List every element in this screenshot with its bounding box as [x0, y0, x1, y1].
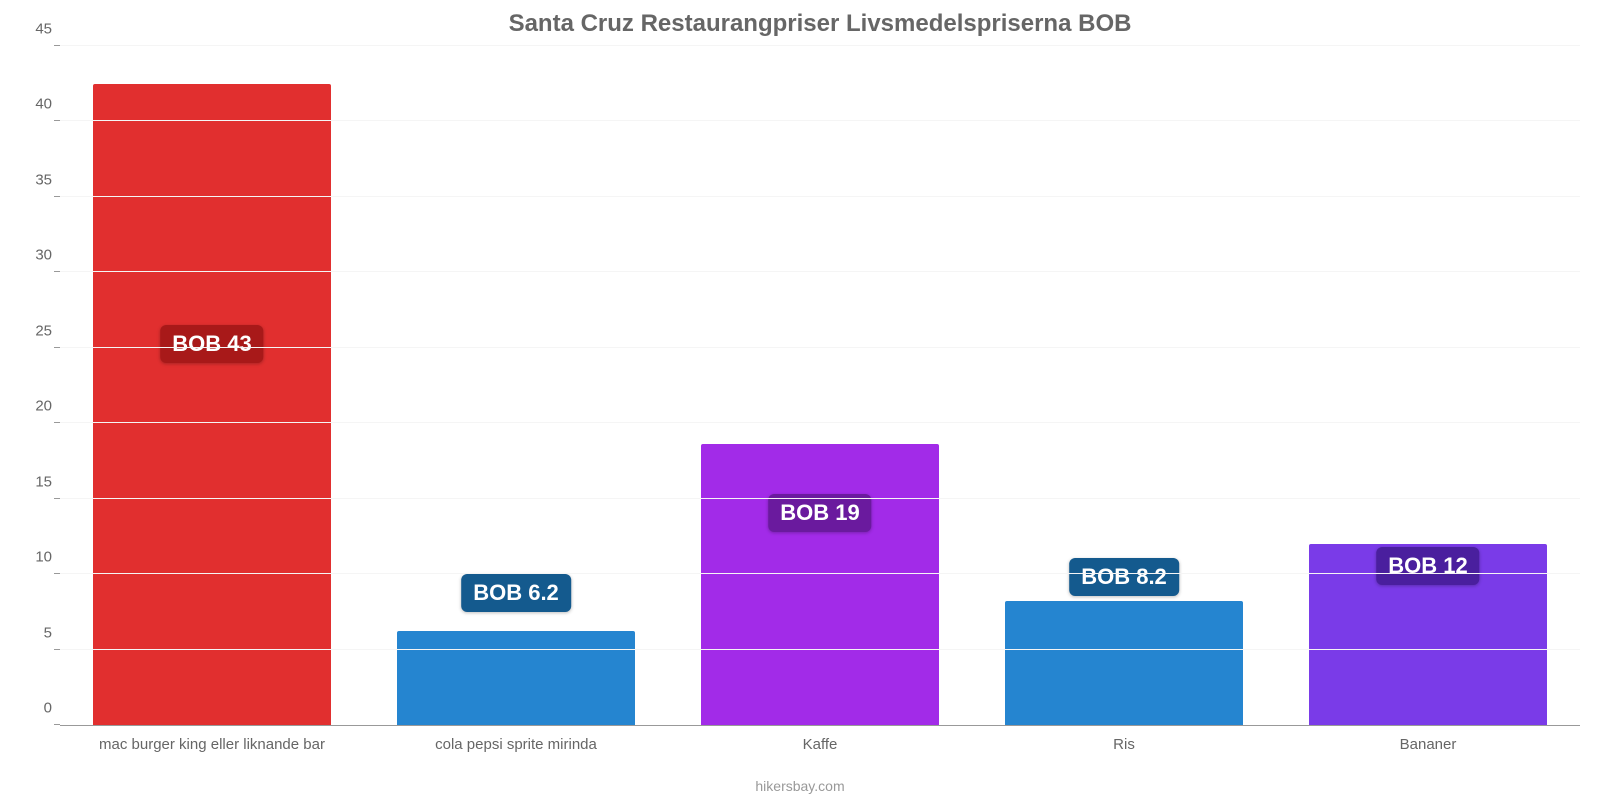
bar — [93, 84, 330, 725]
bar-slot: BOB 8.2 — [972, 46, 1276, 725]
bar-slot: BOB 43 — [60, 46, 364, 725]
y-tick-label: 15 — [20, 473, 52, 490]
plot-area: BOB 43BOB 6.2BOB 19BOB 8.2BOB 12 mac bur… — [60, 46, 1580, 726]
x-axis-label: Ris — [972, 736, 1276, 753]
y-tick-mark — [54, 196, 60, 197]
y-tick-mark — [54, 422, 60, 423]
bar-slot: BOB 12 — [1276, 46, 1580, 725]
bar-value-label: BOB 43 — [160, 325, 263, 363]
chart-title: Santa Cruz Restaurangpriser Livsmedelspr… — [60, 10, 1580, 38]
y-tick-label: 35 — [20, 171, 52, 188]
x-axis-label: cola pepsi sprite mirinda — [364, 736, 668, 753]
y-tick-label: 0 — [20, 700, 52, 717]
y-tick-mark — [54, 347, 60, 348]
y-tick-mark — [54, 649, 60, 650]
gridline — [60, 45, 1580, 46]
y-tick-mark — [54, 498, 60, 499]
y-tick-mark — [54, 45, 60, 46]
y-tick-label: 45 — [20, 21, 52, 38]
bar-slot: BOB 6.2 — [364, 46, 668, 725]
bar-value-label: BOB 19 — [768, 494, 871, 532]
x-axis: mac burger king eller liknande barcola p… — [60, 736, 1580, 753]
y-tick-mark — [54, 271, 60, 272]
y-tick-label: 5 — [20, 624, 52, 641]
y-tick-label: 20 — [20, 398, 52, 415]
bar — [1005, 601, 1242, 725]
gridline — [60, 271, 1580, 272]
y-tick-label: 40 — [20, 96, 52, 113]
gridline — [60, 196, 1580, 197]
bar-slot: BOB 19 — [668, 46, 972, 725]
gridline — [60, 649, 1580, 650]
bar — [397, 631, 634, 725]
chart-container: Santa Cruz Restaurangpriser Livsmedelspr… — [0, 0, 1600, 800]
bar — [701, 444, 938, 725]
gridline — [60, 120, 1580, 121]
attribution-text: hikersbay.com — [0, 778, 1600, 794]
y-tick-label: 25 — [20, 322, 52, 339]
y-tick-label: 30 — [20, 247, 52, 264]
gridline — [60, 573, 1580, 574]
bar-value-label: BOB 8.2 — [1069, 558, 1179, 596]
y-tick-mark — [54, 573, 60, 574]
x-axis-label: mac burger king eller liknande bar — [60, 736, 364, 753]
x-axis-label: Kaffe — [668, 736, 972, 753]
bars-row: BOB 43 BOB 6.2 BOB 19 BOB 8.2 BOB 12 — [60, 46, 1580, 725]
gridline — [60, 498, 1580, 499]
bar-value-label: BOB 6.2 — [461, 574, 571, 612]
gridline — [60, 347, 1580, 348]
y-tick-mark — [54, 120, 60, 121]
y-tick-mark — [54, 724, 60, 725]
y-tick-label: 10 — [20, 549, 52, 566]
gridline — [60, 422, 1580, 423]
x-axis-label: Bananer — [1276, 736, 1580, 753]
bar-value-label: BOB 12 — [1376, 547, 1479, 585]
